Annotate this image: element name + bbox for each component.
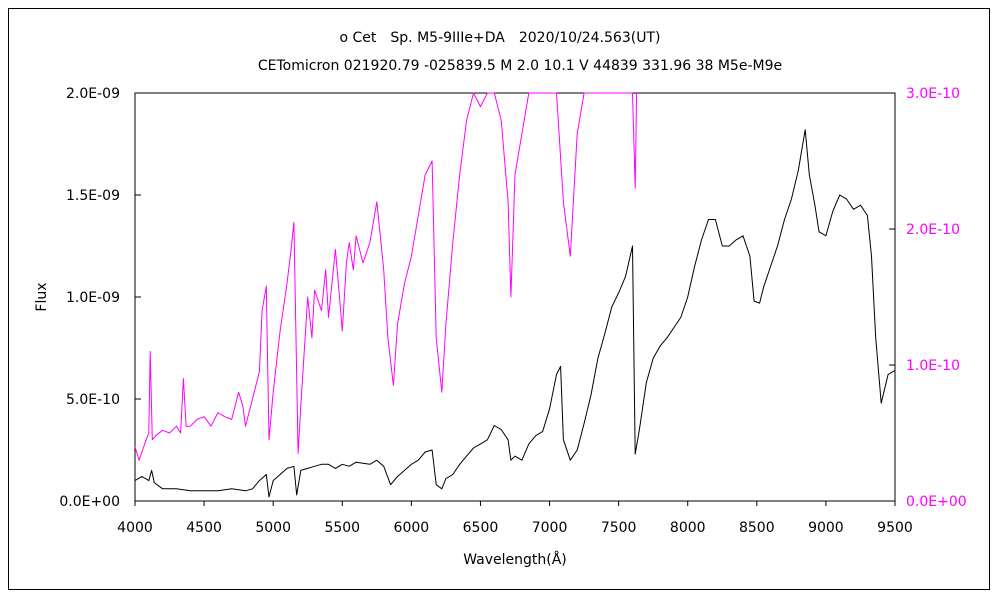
plot-area — [134, 92, 896, 502]
x-tick-label: 4500 — [186, 520, 222, 536]
chart-subtitle: CETomicron 021920.79 -025839.5 M 2.0 10.… — [258, 58, 782, 74]
x-tick-label: 5500 — [324, 520, 360, 536]
y-tick-label: 2.0E-09 — [66, 86, 120, 102]
chart-frame — [8, 8, 990, 590]
x-tick-label: 6500 — [463, 520, 499, 536]
x-tick-label: 7500 — [601, 520, 637, 536]
y-axis-ticks: 0.0E+00 5.0E-10 1.0E-09 1.5E-09 2.0E-09 — [59, 86, 141, 510]
y2-tick-label: 1.0E-10 — [906, 358, 960, 374]
y2-tick-label: 0.0E+00 — [906, 494, 967, 510]
x-tick-label: 6000 — [394, 520, 430, 536]
y-axis-title: Flux — [34, 282, 50, 311]
x-tick-label: 4000 — [117, 520, 153, 536]
y-tick-label: 1.5E-09 — [66, 188, 120, 204]
y-tick-label: 0.0E+00 — [59, 494, 120, 510]
y2-tick-label: 2.0E-10 — [906, 222, 960, 238]
x-tick-label: 7000 — [532, 520, 568, 536]
x-tick-label: 9500 — [877, 520, 913, 536]
x-axis-ticks: 4000 4500 5000 5500 6000 6500 7000 7500 8000 8500… — [117, 501, 913, 536]
x-axis-title: Wavelength(Å) — [463, 551, 567, 568]
x-tick-label: 8000 — [670, 520, 706, 536]
x-tick-label: 8500 — [739, 520, 775, 536]
primary-series-line — [134, 129, 896, 498]
x-tick-label: 9000 — [808, 520, 844, 536]
y-tick-label: 1.0E-09 — [66, 290, 120, 306]
chart-title: ο Cet Sp. M5-9IIIe+DA 2020/10/24.563(UT) — [340, 30, 661, 46]
x-tick-label: 5000 — [255, 520, 291, 536]
series-layer — [134, 92, 896, 498]
y2-axis-ticks: 0.0E+00 1.0E-10 2.0E-10 3.0E-10 — [889, 86, 967, 510]
secondary-series-line — [134, 92, 638, 461]
y-tick-label: 5.0E-10 — [66, 392, 120, 408]
y2-tick-label: 3.0E-10 — [906, 86, 960, 102]
